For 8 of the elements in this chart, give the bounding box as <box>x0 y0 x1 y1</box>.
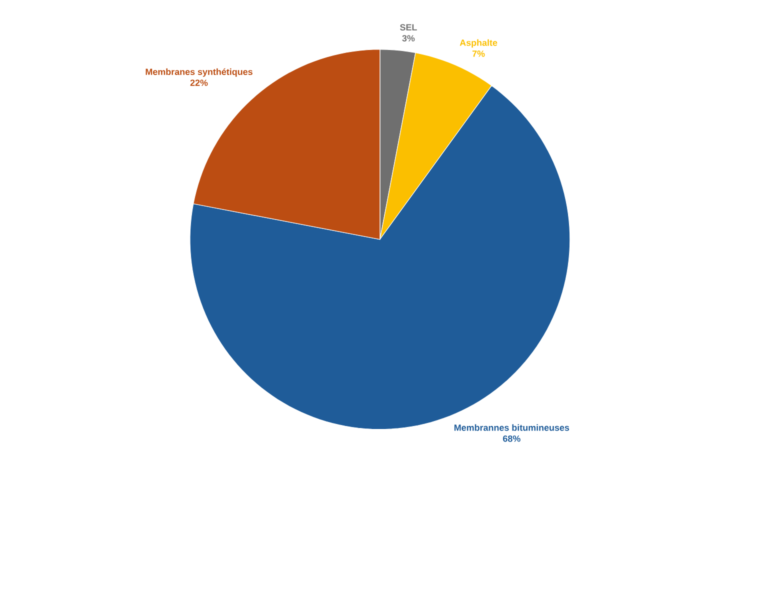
data-label: 7% <box>472 50 485 57</box>
data-label: 3% <box>402 34 415 42</box>
slice-label: Asphalte <box>460 39 498 48</box>
slice-label: SEL <box>400 24 417 30</box>
slice-label: Membranes synthétiques <box>146 68 252 77</box>
data-label: 22% <box>190 79 208 86</box>
data-label: 68% <box>503 435 520 442</box>
slice-label: Membrannes bitumineuses <box>454 424 570 431</box>
